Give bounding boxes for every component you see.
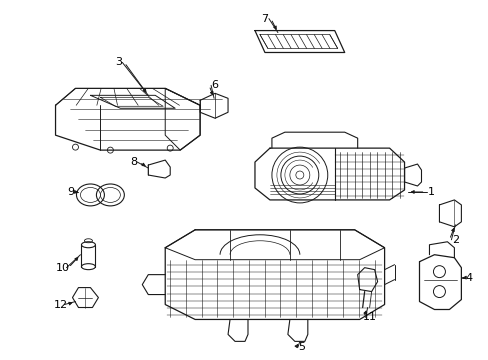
Text: 6: 6 <box>211 80 218 90</box>
Text: 1: 1 <box>427 187 434 197</box>
Text: 3: 3 <box>115 58 122 67</box>
Text: 11: 11 <box>362 312 376 323</box>
Text: 9: 9 <box>67 187 74 197</box>
Text: 7: 7 <box>261 14 268 24</box>
Text: 5: 5 <box>298 342 305 352</box>
Text: 4: 4 <box>465 273 472 283</box>
Text: 10: 10 <box>56 263 69 273</box>
Text: 8: 8 <box>129 157 137 167</box>
Text: 12: 12 <box>53 300 67 310</box>
Text: 2: 2 <box>451 235 458 245</box>
